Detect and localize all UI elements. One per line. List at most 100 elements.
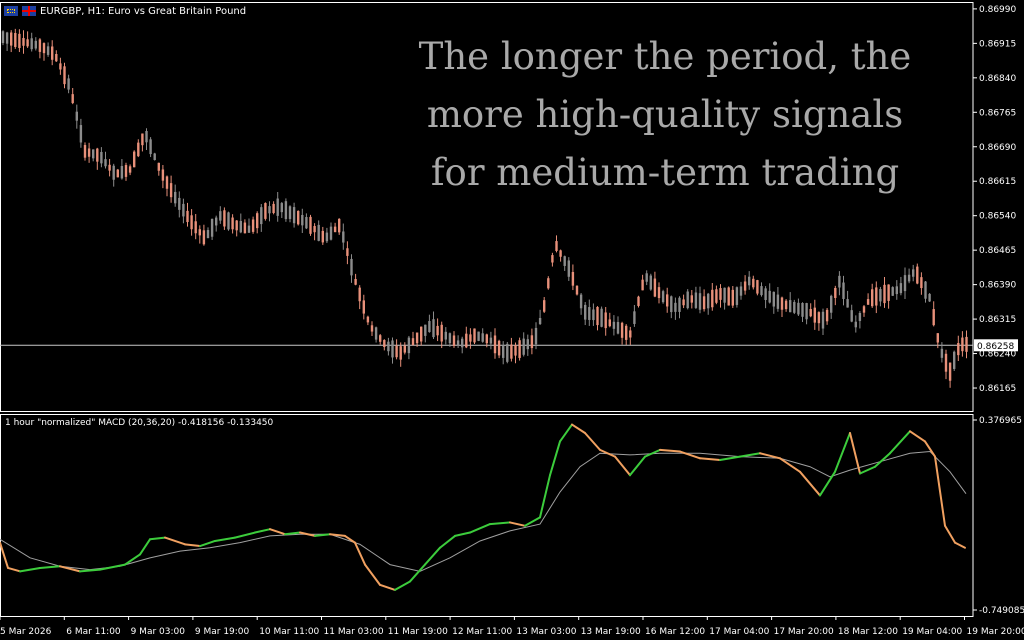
candle-body — [694, 292, 698, 308]
candle-body — [202, 230, 206, 245]
candle-body — [584, 304, 587, 320]
candle-body — [321, 230, 324, 243]
candle-body — [764, 288, 767, 301]
current-price-label: 0.86258 — [977, 342, 1014, 352]
candle-body — [538, 317, 542, 325]
candle-body — [210, 218, 214, 237]
candle-body — [198, 229, 201, 236]
macd-main-segment — [739, 452, 761, 458]
candle-body — [297, 210, 300, 225]
candle-body — [407, 337, 411, 354]
candle-body — [735, 287, 739, 305]
candle-body — [456, 340, 460, 346]
time-tick-label: 9 Mar 19:00 — [195, 627, 250, 637]
candle-body — [895, 286, 898, 295]
candle-body — [108, 164, 111, 171]
candle-body — [674, 302, 677, 312]
candle-body — [702, 296, 706, 310]
candle-body — [268, 206, 271, 214]
candle-body — [899, 283, 903, 294]
candle-body — [10, 32, 13, 46]
candle-body — [325, 232, 329, 242]
candle-body — [502, 345, 505, 358]
candle-body — [850, 310, 853, 322]
candle-body — [370, 325, 374, 332]
candle-body — [633, 311, 636, 324]
candle-body — [116, 169, 119, 178]
macd-main-segment — [469, 523, 491, 534]
candle-body — [55, 54, 58, 62]
candle-body — [805, 303, 808, 320]
candle-body — [83, 145, 87, 158]
candle-body — [596, 306, 599, 326]
macd-main-segment — [99, 563, 126, 571]
time-tick-label: 17 Mar 04:00 — [709, 627, 769, 637]
macd-main-segment — [849, 431, 861, 475]
candle-body — [825, 309, 829, 322]
time-tick-label: 11 Mar 03:00 — [324, 627, 384, 637]
candle-body — [719, 288, 722, 300]
candle-body — [784, 300, 788, 310]
candle-body — [940, 348, 944, 358]
candle-body — [924, 281, 927, 299]
macd-main-segment — [719, 455, 741, 461]
candle-body — [38, 39, 42, 52]
candle-body — [731, 289, 734, 306]
macd-main-segment — [379, 583, 396, 591]
macd-main-segment — [889, 430, 911, 455]
candle-body — [752, 278, 755, 288]
candle-body — [645, 273, 648, 282]
macd-main-segment — [859, 465, 876, 475]
candle-body — [223, 210, 226, 227]
candle-body — [292, 207, 296, 224]
candle-body — [67, 78, 70, 90]
macd-main-segment — [629, 455, 646, 477]
candle-body — [793, 301, 796, 313]
macd-main-segment — [214, 536, 236, 542]
macd-main-segment — [0, 541, 9, 569]
candle-body — [149, 139, 152, 155]
candle-body — [92, 149, 95, 159]
candle-body — [411, 338, 415, 346]
macd-main-segment — [549, 440, 561, 477]
candle-body — [391, 340, 394, 358]
candle-body — [383, 340, 386, 347]
price-tick-label: 0.86315 — [979, 315, 1016, 325]
overlay-line-1: The longer the period, the — [418, 35, 912, 78]
candle-body — [34, 40, 37, 49]
time-tick-label: 11 Mar 19:00 — [388, 627, 448, 637]
macd-main-segment — [934, 455, 946, 527]
candle-body — [608, 319, 611, 327]
time-tick-label: 16 Mar 12:00 — [645, 627, 705, 637]
candle-body — [42, 43, 46, 54]
candle-body — [284, 201, 288, 220]
candle-body — [424, 324, 427, 336]
candle-body — [104, 159, 107, 167]
macd-main-segment — [924, 440, 936, 458]
time-tick-label: 17 Mar 20:00 — [774, 627, 834, 637]
candle-body — [260, 207, 263, 225]
candle-body — [436, 325, 439, 336]
candle-body — [932, 309, 935, 326]
candle-body — [22, 37, 25, 46]
candle-body — [670, 296, 673, 313]
candle-body — [579, 294, 583, 309]
candle-body — [953, 351, 956, 369]
candle-body — [789, 300, 792, 313]
candle-body — [346, 248, 349, 256]
eu-flag-icon — [4, 6, 18, 16]
candle-body — [178, 197, 181, 210]
candle-body — [871, 289, 874, 307]
time-tick-label: 19 Mar 04:00 — [902, 627, 962, 637]
macd-signal-line — [0, 451, 967, 572]
candle-body — [235, 220, 238, 231]
candle-body — [772, 291, 775, 307]
candle-body — [739, 286, 743, 296]
candle-body — [247, 225, 251, 233]
macd-main-segment — [199, 539, 216, 548]
macd-main-segment — [759, 452, 781, 460]
time-tick-label: 12 Mar 11:00 — [452, 627, 512, 637]
candle-body — [571, 272, 575, 286]
candle-body — [907, 274, 911, 282]
